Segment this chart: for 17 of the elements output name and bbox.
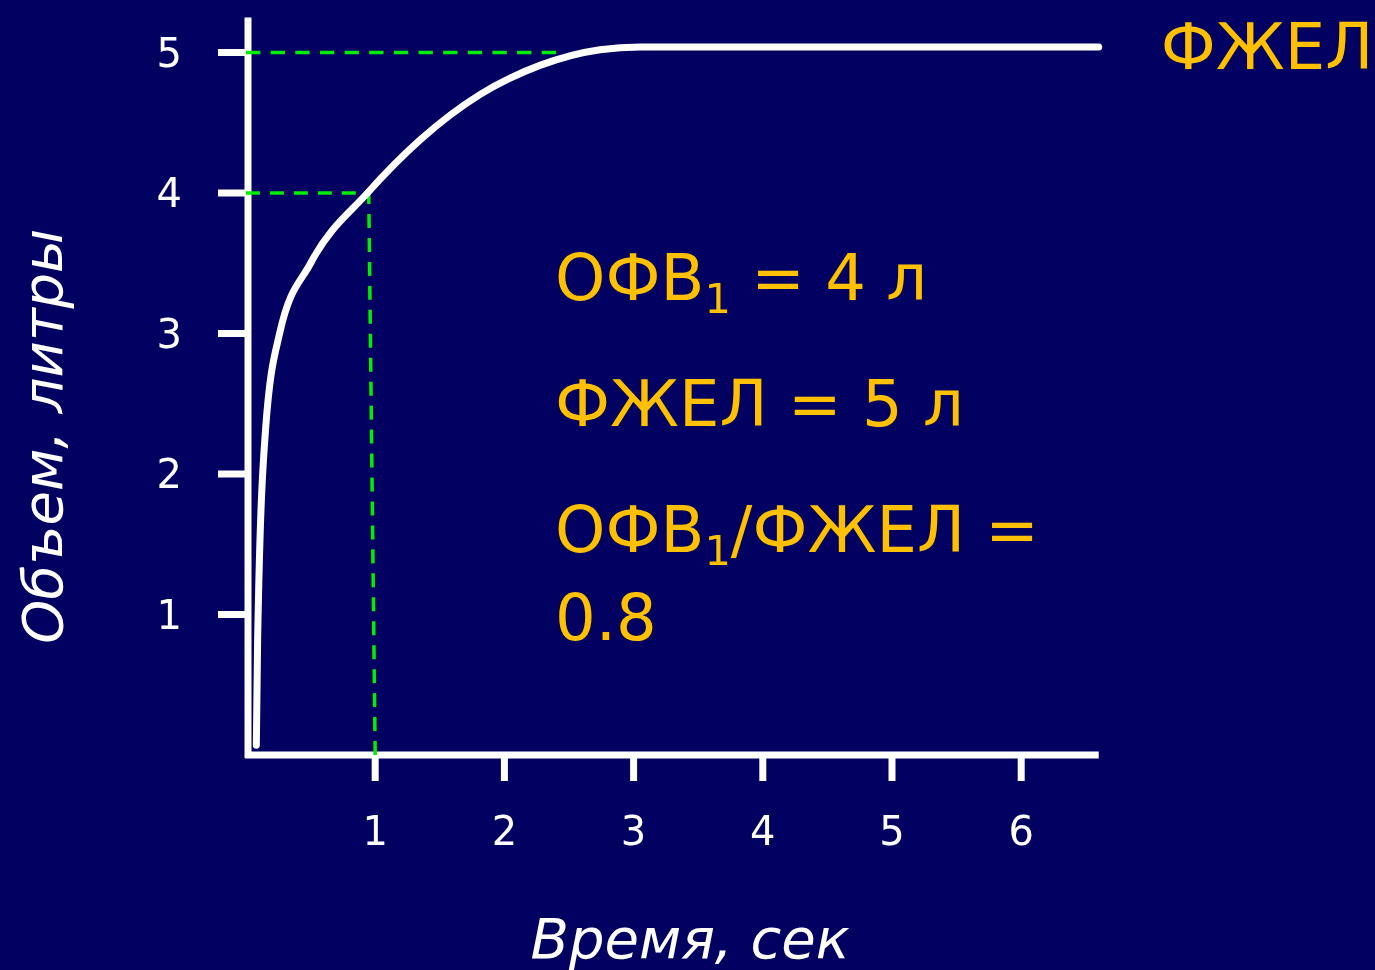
annotation: ОФВ$_{1}$ = 4 л	[555, 241, 928, 323]
y-tick-label: 2	[156, 451, 182, 498]
x-tick-label: 4	[750, 808, 776, 854]
y-tick-label: 4	[156, 170, 182, 217]
series-label: ФЖЕЛ	[1160, 9, 1374, 84]
x-axis-title: Время, сек	[530, 906, 850, 970]
x-tick-label: 2	[491, 808, 518, 854]
y-tick-label: 1	[156, 591, 182, 638]
x-tick-label: 3	[620, 808, 647, 854]
x-tick-label: 6	[1008, 808, 1034, 854]
annotation: ФЖЕЛ = 5 л	[555, 367, 964, 441]
annotation: ОФВ$_{1}$/ФЖЕЛ = 0.8	[555, 493, 1039, 655]
x-tick-label: 5	[879, 808, 905, 854]
y-axis-title: Объем, литры	[10, 228, 75, 644]
x-tick-label: 1	[362, 808, 388, 854]
y-tick-label: 5	[156, 29, 182, 76]
y-tick-label: 3	[156, 310, 182, 357]
